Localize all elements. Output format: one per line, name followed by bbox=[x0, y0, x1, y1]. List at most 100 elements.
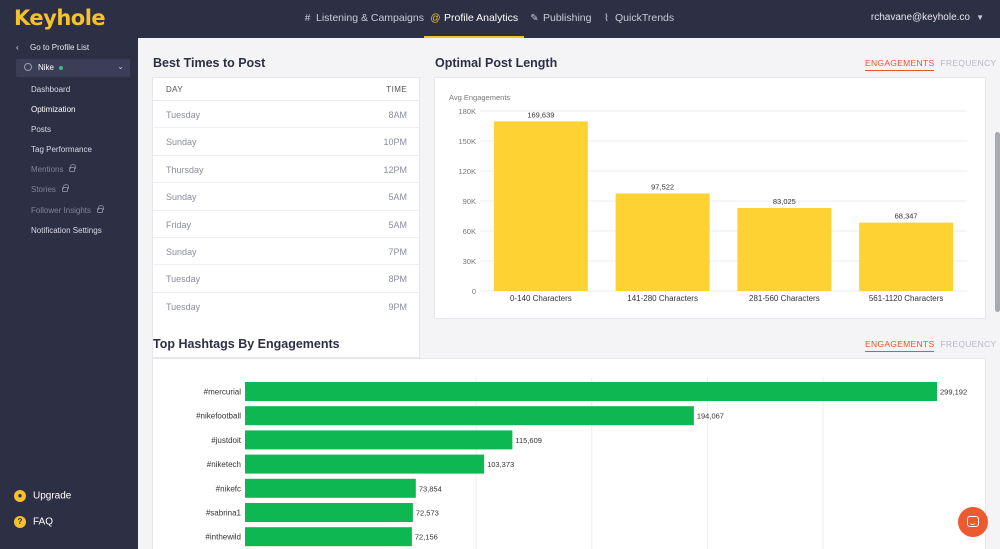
sidebar-item-label: Dashboard bbox=[31, 85, 71, 94]
nav-quicktrends[interactable]: ⌇ QuickTrends bbox=[601, 0, 674, 38]
sidebar-item-dashboard[interactable]: Dashboard bbox=[31, 85, 70, 94]
best-times-title: Best Times to Post bbox=[153, 56, 266, 70]
bar bbox=[859, 222, 954, 291]
row-day: Tuesday bbox=[166, 274, 201, 285]
nav-label: Profile Analytics bbox=[444, 12, 519, 24]
back-to-profile-list[interactable]: ‹ Go to Profile List bbox=[16, 43, 89, 52]
status-dot bbox=[59, 66, 63, 70]
row-time: 10PM bbox=[383, 137, 407, 148]
sidebar-item-label: Stories bbox=[31, 185, 56, 194]
y-tick-label: 30K bbox=[463, 257, 476, 266]
bar bbox=[493, 121, 588, 292]
page-scrollbar[interactable] bbox=[995, 132, 1000, 312]
chat-support-button[interactable] bbox=[958, 507, 988, 537]
at-icon: @ bbox=[430, 13, 441, 24]
bar-value-label: 68,347 bbox=[895, 212, 918, 221]
col-day-header: DAY bbox=[166, 85, 184, 94]
hashtag-label: #justdoit bbox=[211, 436, 242, 445]
table-row: Tuesday 8AM bbox=[153, 101, 419, 129]
bar bbox=[245, 503, 413, 522]
bar-value-label: 169,639 bbox=[527, 110, 554, 119]
sidebar-item-mentions[interactable]: Mentions bbox=[31, 164, 77, 174]
row-day: Sunday bbox=[166, 137, 197, 148]
table-row: Sunday 5AM bbox=[153, 183, 419, 211]
table-row: Sunday 10PM bbox=[153, 128, 419, 156]
y-tick-label: 120K bbox=[458, 167, 476, 176]
row-day: Sunday bbox=[166, 192, 197, 203]
frequency-tab[interactable]: FREQUENCY bbox=[940, 58, 997, 68]
sidebar-item-follower-insights[interactable]: Follower Insights bbox=[31, 205, 105, 215]
table-row: Sunday 7PM bbox=[153, 238, 419, 266]
sidebar-item-posts[interactable]: Posts bbox=[31, 125, 51, 134]
bar-value-label: 97,522 bbox=[651, 182, 674, 191]
lock-icon bbox=[61, 184, 69, 192]
nav-label: Publishing bbox=[543, 12, 592, 24]
sidebar-item-label: Follower Insights bbox=[31, 206, 92, 215]
nav-label: Listening & Campaigns bbox=[316, 12, 424, 24]
engagements-tab[interactable]: ENGAGEMENTS bbox=[865, 58, 935, 71]
hashtag-label: #niketech bbox=[207, 460, 241, 469]
sidebar-item-stories[interactable]: Stories bbox=[31, 184, 69, 194]
nav-profile-analytics[interactable]: @ Profile Analytics bbox=[424, 0, 525, 38]
y-axis-label: Avg Engagements bbox=[449, 93, 510, 102]
top-navbar: Keyhole # Listening & Campaigns @ Profile … bbox=[0, 0, 1000, 38]
profile-name: Nike bbox=[38, 63, 55, 72]
best-times-table: DAY TIME Tuesday 8AM Sunday 10PM Thursday 1… bbox=[152, 77, 420, 358]
hash-icon: # bbox=[304, 13, 311, 24]
row-time: 8AM bbox=[388, 110, 407, 120]
keyhole-logo[interactable]: Keyhole bbox=[14, 6, 106, 30]
bar-value-label: 73,854 bbox=[419, 484, 442, 493]
frequency-tab[interactable]: FREQUENCY bbox=[940, 339, 997, 349]
bar bbox=[245, 478, 416, 498]
sidebar-item-label: Tag Performance bbox=[31, 145, 92, 154]
post-length-toggle: ENGAGEMENTS FREQUENCY bbox=[865, 58, 997, 71]
faq-link[interactable]: ? FAQ bbox=[14, 516, 53, 528]
nav-label: QuickTrends bbox=[615, 12, 675, 24]
hashtags-chart: #mercurial 299,192 #nikefootball 194,067 #ju… bbox=[152, 358, 986, 549]
row-time: 12PM bbox=[383, 164, 407, 175]
hashtag-label: #nikefc bbox=[216, 484, 241, 493]
trend-chart-icon: ⌇ bbox=[604, 13, 609, 24]
question-icon: ? bbox=[14, 516, 26, 528]
nav-publishing[interactable]: ✎ Publishing bbox=[529, 0, 591, 38]
bar-value-label: 103,373 bbox=[487, 460, 514, 469]
row-time: 5AM bbox=[388, 192, 407, 203]
instagram-icon bbox=[24, 63, 32, 71]
main-content: Best Times to Post DAY TIME Tuesday 8AM S… bbox=[138, 38, 1000, 549]
pencil-icon: ✎ bbox=[530, 13, 539, 24]
row-time: 8PM bbox=[388, 274, 407, 285]
sidebar-item-label: Mentions bbox=[31, 165, 64, 174]
sidebar-item-optimization[interactable]: Optimization bbox=[31, 105, 75, 114]
chevron-down-icon: ⌄ bbox=[117, 62, 124, 71]
profile-dropdown[interactable]: Nike ⌄ bbox=[16, 59, 130, 77]
x-tick-label: 141-280 Characters bbox=[627, 294, 698, 303]
hashtag-label: #inthewild bbox=[205, 533, 241, 542]
engagements-tab[interactable]: ENGAGEMENTS bbox=[865, 339, 935, 352]
caret-down-icon[interactable]: ▼ bbox=[976, 13, 984, 22]
row-time: 5AM bbox=[388, 219, 407, 230]
table-row: Tuesday 8PM bbox=[153, 265, 419, 293]
bar bbox=[615, 193, 710, 291]
bar-value-label: 72,573 bbox=[416, 509, 439, 518]
row-day: Friday bbox=[166, 219, 192, 230]
post-length-chart: Avg Engagements 0 30K 60K 90K 120K 150K 180K 169… bbox=[434, 77, 986, 319]
sidebar-item-tag-performance[interactable]: Tag Performance bbox=[31, 145, 92, 154]
sidebar-item-label: Optimization bbox=[31, 105, 76, 114]
hashtag-label: #sabrina1 bbox=[206, 509, 242, 518]
nav-listening-campaigns[interactable]: # Listening & Campaigns bbox=[302, 0, 424, 38]
y-tick-label: 150K bbox=[458, 137, 476, 146]
row-day: Tuesday bbox=[166, 110, 201, 120]
upgrade-label: Upgrade bbox=[33, 490, 72, 502]
bar-value-label: 194,067 bbox=[697, 412, 724, 421]
sidebar-item-notification-settings[interactable]: Notification Settings bbox=[31, 226, 102, 235]
lock-icon: ● bbox=[14, 490, 26, 502]
bar bbox=[245, 454, 485, 474]
user-email[interactable]: rchavane@keyhole.co bbox=[870, 12, 970, 23]
table-row: Thursday 12PM bbox=[153, 156, 419, 184]
hashtags-toggle: ENGAGEMENTS FREQUENCY bbox=[865, 339, 997, 352]
y-tick-label: 0 bbox=[472, 287, 476, 296]
upgrade-link[interactable]: ● Upgrade bbox=[14, 490, 71, 502]
y-tick-label: 180K bbox=[458, 107, 476, 116]
row-day: Tuesday bbox=[166, 301, 201, 312]
x-tick-label: 0-140 Characters bbox=[510, 294, 572, 303]
